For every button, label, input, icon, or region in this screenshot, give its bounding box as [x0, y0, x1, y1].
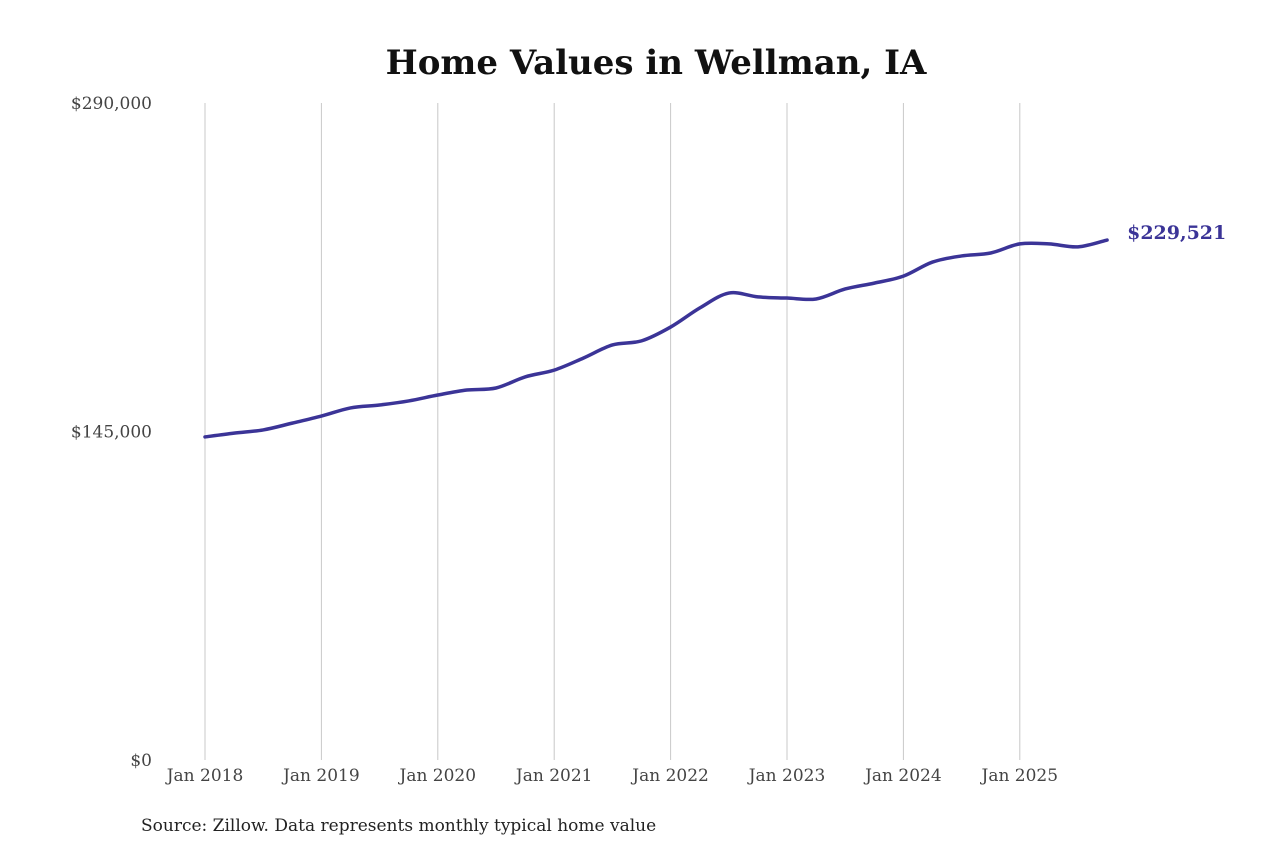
- x-tick-label: Jan 2018: [165, 766, 244, 786]
- y-tick-label: $0: [130, 751, 152, 771]
- x-tick-label: Jan 2022: [630, 766, 709, 786]
- x-tick-label: Jan 2020: [398, 766, 477, 786]
- y-axis-ticks: $0 $145,000 $290,000: [71, 94, 152, 771]
- y-tick-label: $145,000: [71, 423, 152, 443]
- end-value-label: $229,521: [1127, 222, 1226, 244]
- series-line: [203, 238, 1109, 439]
- x-tick-label: Jan 2021: [514, 766, 593, 786]
- x-tick-label: Jan 2019: [281, 766, 360, 786]
- x-tick-label: Jan 2024: [863, 766, 942, 786]
- x-tick-label: Jan 2025: [980, 766, 1059, 786]
- source-note: Source: Zillow. Data represents monthly …: [141, 816, 657, 836]
- x-tick-label: Jan 2023: [747, 766, 826, 786]
- x-axis-ticks: Jan 2018 Jan 2019 Jan 2020 Jan 2021 Jan 2022…: [165, 766, 1058, 786]
- y-tick-label: $290,000: [71, 94, 152, 114]
- chart-title: Home Values in Wellman, IA: [386, 43, 927, 83]
- grid-lines: [204, 103, 1021, 760]
